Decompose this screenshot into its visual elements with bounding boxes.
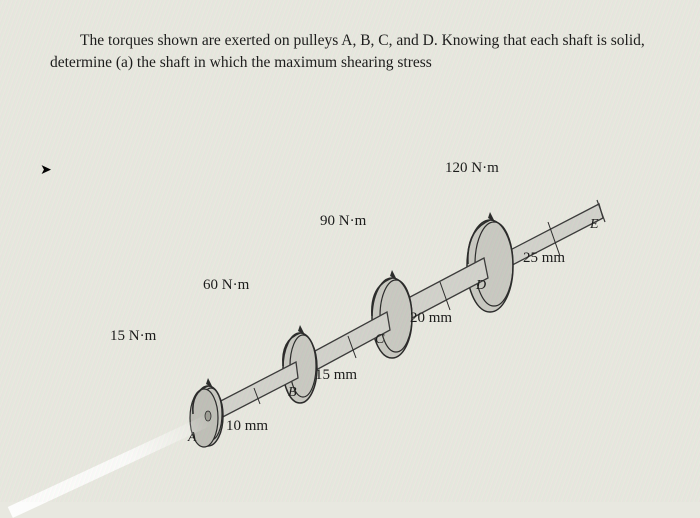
diameter-label-CD: 20 mm	[410, 310, 452, 327]
torque-label-D: 120 N·m	[445, 160, 499, 177]
shaft-diagram: 15 N·m 60 N·m 90 N·m 120 N·m 10 mm 15 mm…	[100, 130, 640, 470]
diameter-label-BC: 15 mm	[315, 367, 357, 384]
diameter-label-DE: 25 mm	[523, 250, 565, 267]
point-label-C: C	[375, 332, 384, 348]
point-label-D: D	[476, 278, 486, 294]
diameter-label-AB: 10 mm	[226, 418, 268, 435]
problem-statement: The torques shown are exerted on pulleys…	[50, 30, 650, 75]
pulley-D	[467, 212, 513, 312]
point-label-E: E	[590, 217, 599, 233]
diagram-svg	[100, 130, 640, 470]
shaft-segment-AB	[211, 362, 298, 422]
torque-label-C: 90 N·m	[320, 213, 366, 230]
point-label-B: B	[288, 385, 297, 401]
point-label-A: A	[188, 430, 197, 446]
torque-label-B: 60 N·m	[203, 277, 249, 294]
torque-label-A: 15 N·m	[110, 328, 156, 345]
